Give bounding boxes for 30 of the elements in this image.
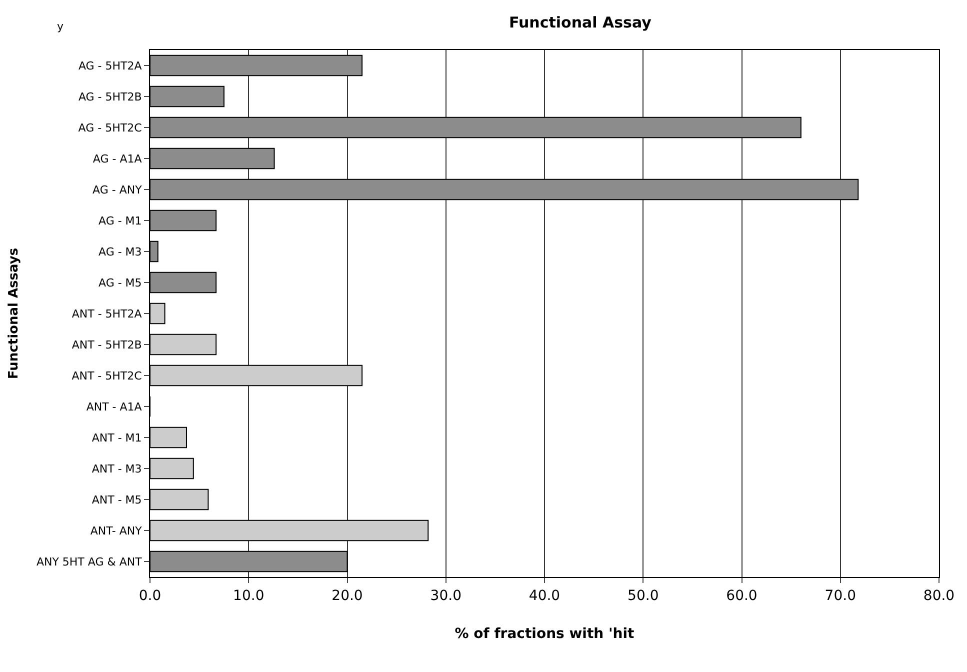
y-tick-label: ANT - M5: [92, 493, 142, 506]
y-tick-label: ANT - 5HT2C: [72, 369, 142, 382]
x-tick-label: 50.0: [628, 588, 659, 604]
y-tick-label: AG - 5HT2B: [78, 90, 142, 104]
x-tick-label: 40.0: [528, 588, 560, 604]
y-tick-label: ANT - M1: [92, 431, 142, 444]
text: y: [57, 20, 64, 33]
chart-title: Functional Assay: [508, 13, 652, 32]
y-tick-label: AG - 5HT2A: [78, 59, 142, 72]
y-tick-label: ANT - M3: [92, 462, 142, 476]
y-tick-label: ANT - 5HT2B: [72, 338, 142, 352]
y-tick-label: ANT- ANY: [90, 524, 142, 538]
y-tick-label: ANT - 5HT2A: [72, 307, 142, 320]
y-tick-label: AG - M1: [98, 214, 142, 228]
x-axis-title: % of fractions with 'hit: [454, 626, 635, 642]
x-tick-label: 0.0: [138, 588, 162, 604]
y-tick-label: ANY 5HT AG & ANT: [36, 555, 142, 568]
x-tick-label: 10.0: [233, 588, 264, 604]
y-tick-label: AG - M5: [98, 276, 142, 290]
y-axis-title: Functional Assays: [6, 248, 22, 380]
y-tick-label: AG - ANY: [92, 183, 142, 196]
x-tick-label: 80.0: [923, 588, 955, 604]
x-tick-label: 70.0: [824, 588, 856, 604]
y-tick-label: AG - A1A: [92, 152, 142, 166]
x-tick-label: 30.0: [430, 588, 462, 604]
y-tick-label: AG - 5HT2C: [78, 121, 142, 134]
y-tick-label: ANT - A1A: [86, 400, 142, 414]
x-tick-label: 20.0: [332, 588, 363, 604]
y-tick-label: AG - M3: [98, 245, 142, 258]
x-tick-label: 60.0: [726, 588, 758, 604]
